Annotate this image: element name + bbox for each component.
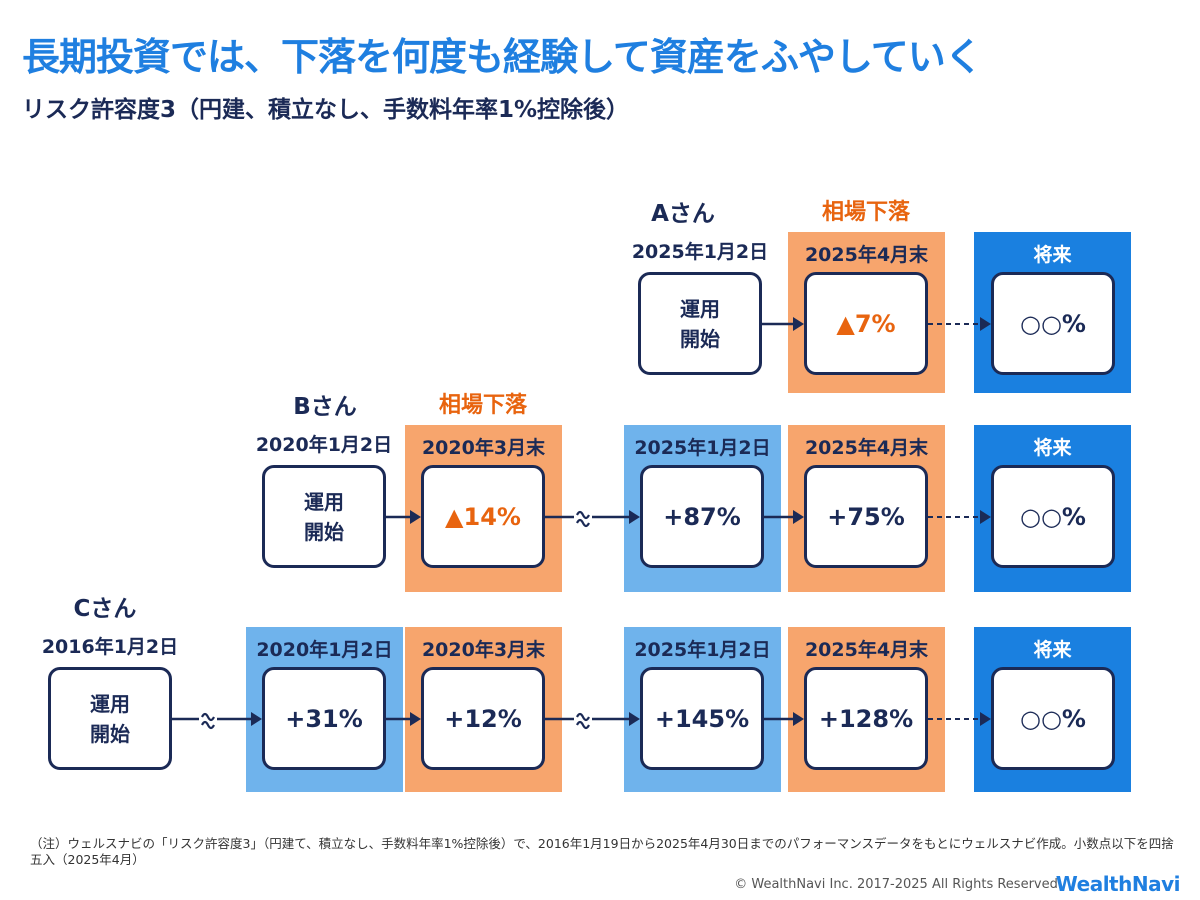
stage-date: 2025年4月末: [804, 437, 929, 459]
stage-date: 2025年4月末: [804, 244, 929, 266]
stage-panel: 2025年4月末 +128%: [788, 627, 945, 792]
stage-date: 2020年3月末: [421, 437, 546, 459]
footnote: （注）ウェルスナビの「リスク許容度3」（円建て、積立なし、手数料年率1%控除後）…: [30, 836, 1174, 867]
subtitle: リスク許容度3（円建、積立なし、手数料年率1%控除後）: [22, 97, 630, 123]
arrow-head: [793, 712, 804, 726]
stage-box: +75%: [804, 465, 928, 568]
break-mark: [576, 712, 590, 722]
future-panel: 将来 ○○%: [974, 627, 1131, 792]
stage-box: ▲14%: [421, 465, 545, 568]
future-value: ○○%: [1020, 502, 1086, 531]
start-label: 運用開始: [680, 296, 720, 351]
break-mark: [201, 720, 215, 730]
future-box: ○○%: [991, 667, 1115, 770]
stage-box: +87%: [640, 465, 764, 568]
stage-panel: 2020年1月2日 +31%: [246, 627, 403, 792]
title: 長期投資では、下落を何度も経験して資産をふやしていく: [22, 35, 983, 79]
future-value: ○○%: [1020, 309, 1086, 338]
arrow-head: [629, 712, 640, 726]
start-box: 運用開始: [48, 667, 172, 770]
arrow-head: [793, 510, 804, 524]
arrow-head: [629, 510, 640, 524]
start-date: 2016年1月2日: [41, 636, 179, 658]
stage-date: 2020年3月末: [421, 639, 546, 661]
start-date: 2020年1月2日: [255, 434, 393, 456]
future-label: 将来: [1033, 639, 1072, 661]
break-mark: [576, 518, 590, 528]
arrow-head: [410, 510, 421, 524]
future-label: 将来: [1033, 244, 1072, 266]
start-box: 運用開始: [262, 465, 386, 568]
stage-value: ▲7%: [836, 309, 896, 338]
future-value: ○○%: [1020, 704, 1086, 733]
stage-date: 2025年4月末: [804, 639, 929, 661]
future-box: ○○%: [991, 465, 1115, 568]
arrow-head: [980, 317, 991, 331]
stage-date: 2025年1月2日: [634, 437, 771, 459]
stage-box: +31%: [262, 667, 386, 770]
stage-value: +75%: [827, 502, 905, 531]
future-panel: 将来 ○○%: [974, 232, 1131, 393]
stage-panel: 2020年3月末 ▲14%: [405, 425, 562, 592]
stage-value: ▲14%: [445, 502, 521, 531]
stage-value: +87%: [663, 502, 741, 531]
event-label: 相場下落: [821, 200, 911, 225]
arrow-head: [251, 712, 262, 726]
stage-box: ▲7%: [804, 272, 928, 375]
arrow-head: [980, 510, 991, 524]
stage-date: 2025年1月2日: [634, 639, 771, 661]
start-label: 運用開始: [90, 691, 130, 746]
start-date: 2025年1月2日: [631, 241, 769, 263]
future-label: 将来: [1033, 437, 1072, 459]
stage-date: 2020年1月2日: [256, 639, 393, 661]
break-mark: [576, 510, 590, 520]
future-panel: 将来 ○○%: [974, 425, 1131, 592]
stage-box: +128%: [804, 667, 928, 770]
stage-panel: 2025年1月2日 +145%: [624, 627, 781, 792]
arrow-head: [793, 317, 804, 331]
stage-panel: 2025年4月末 ▲7%: [788, 232, 945, 393]
stage-box: +12%: [421, 667, 545, 770]
start-box: 運用開始: [638, 272, 762, 375]
stage-box: +145%: [640, 667, 764, 770]
stage-value: +12%: [444, 704, 522, 733]
future-box: ○○%: [991, 272, 1115, 375]
stage-panel: 2025年1月2日 +87%: [624, 425, 781, 592]
stage-panel: 2025年4月末 +75%: [788, 425, 945, 592]
copyright: © WealthNavi Inc. 2017-2025 All Rights R…: [734, 877, 1062, 892]
event-label: 相場下落: [438, 393, 528, 418]
start-label: 運用開始: [304, 489, 344, 544]
stage-value: +31%: [285, 704, 363, 733]
person-label: Aさん: [651, 201, 715, 227]
stage-panel: 2020年3月末 +12%: [405, 627, 562, 792]
arrow-head: [980, 712, 991, 726]
arrow-head: [410, 712, 421, 726]
person-label: Cさん: [73, 596, 137, 622]
person-label: Bさん: [293, 394, 357, 420]
stage-value: +128%: [818, 704, 914, 733]
break-mark: [201, 712, 215, 722]
logo: WealthNavi: [1055, 872, 1181, 896]
stage-value: +145%: [654, 704, 750, 733]
break-mark: [576, 720, 590, 730]
